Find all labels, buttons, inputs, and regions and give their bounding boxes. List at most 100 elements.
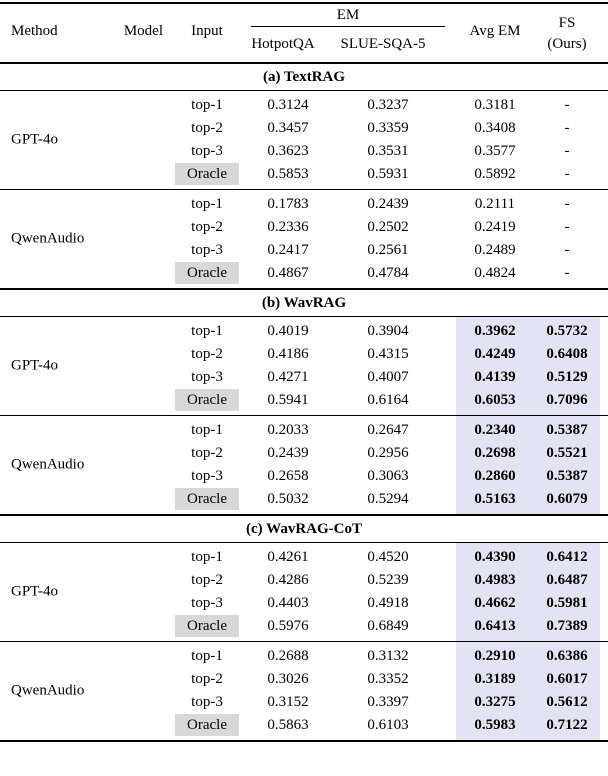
col-header-em-group: EM HotpotQA SLUE-SQA-5 bbox=[246, 4, 446, 62]
em-slue-sqa5-cell: 0.5239 bbox=[367, 572, 409, 588]
avg-em-cell: 0.6413 bbox=[474, 618, 516, 634]
oracle-highlight: Oracle bbox=[175, 714, 239, 736]
em-slue-sqa5-cell: 0.3904 bbox=[367, 323, 409, 339]
col-header-em: EM bbox=[251, 4, 445, 27]
em-hotpotqa-cell: 0.5853 bbox=[267, 166, 309, 182]
col-header-method: Method bbox=[11, 22, 58, 39]
fs-score-cell: 0.5981 bbox=[546, 595, 588, 611]
input-label: top-3 bbox=[191, 369, 223, 385]
fs-score-cell: 0.6408 bbox=[546, 346, 588, 362]
em-hotpotqa-cell: 0.4867 bbox=[267, 265, 309, 281]
em-hotpotqa-cell: 0.4286 bbox=[267, 572, 309, 588]
input-type-cell: top-3 bbox=[168, 366, 246, 389]
table-row: top-2 0.2439 0.2956 0.2698 0.5521 bbox=[0, 442, 608, 465]
em-slue-sqa5-cell: 0.2502 bbox=[367, 219, 409, 235]
input-type-cell: Oracle bbox=[168, 262, 246, 285]
input-label: top-3 bbox=[191, 242, 223, 258]
model-label: QwenAudio bbox=[11, 682, 85, 699]
table-row: Oracle 0.5853 0.5931 0.5892 - bbox=[0, 163, 608, 186]
em-slue-sqa5-cell: 0.2439 bbox=[367, 196, 409, 212]
model-label: QwenAudio bbox=[11, 230, 85, 247]
oracle-highlight: Oracle bbox=[175, 163, 239, 185]
input-label: top-3 bbox=[191, 595, 223, 611]
em-slue-sqa5-cell: 0.6164 bbox=[367, 392, 409, 408]
input-type-cell: top-2 bbox=[168, 216, 246, 239]
table-row: top-2 0.2336 0.2502 0.2419 - bbox=[0, 216, 608, 239]
avg-em-cell: 0.2910 bbox=[474, 648, 516, 664]
avg-em-cell: 0.5163 bbox=[474, 491, 516, 507]
table-body: (a) TextRAG GPT-4o top-1 0.3124 0.3237 0.3181… bbox=[0, 62, 608, 740]
input-label: top-1 bbox=[191, 323, 223, 339]
fs-score-cell: - bbox=[564, 242, 570, 258]
em-slue-sqa5-cell: 0.4520 bbox=[367, 549, 409, 565]
em-slue-sqa5-cell: 0.2561 bbox=[367, 242, 409, 258]
em-hotpotqa-cell: 0.3623 bbox=[267, 143, 309, 159]
em-hotpotqa-cell: 0.3152 bbox=[267, 694, 309, 710]
table-header-row: Method Model Input EM HotpotQA SLUE-SQA-… bbox=[0, 4, 608, 62]
table-bottom-rule bbox=[0, 740, 608, 742]
col-header-fs-ours: FS (Ours) bbox=[534, 4, 600, 62]
avg-em-cell: 0.3181 bbox=[474, 97, 516, 113]
table-row: top-1 0.4261 0.4520 0.4390 0.6412 bbox=[0, 546, 608, 569]
model-label: GPT-4o bbox=[11, 131, 58, 148]
section-title: (a) TextRAG bbox=[0, 62, 608, 91]
fs-score-cell: - bbox=[564, 97, 570, 113]
input-type-cell: top-2 bbox=[168, 668, 246, 691]
em-slue-sqa5-cell: 0.4918 bbox=[367, 595, 409, 611]
input-type-cell: top-2 bbox=[168, 569, 246, 592]
fs-score-cell: - bbox=[564, 219, 570, 235]
avg-em-cell: 0.4390 bbox=[474, 549, 516, 565]
table-row: top-2 0.4286 0.5239 0.4983 0.6487 bbox=[0, 569, 608, 592]
input-type-cell: top-1 bbox=[168, 645, 246, 668]
em-hotpotqa-cell: 0.2439 bbox=[267, 445, 309, 461]
table-row: top-2 0.3457 0.3359 0.3408 - bbox=[0, 117, 608, 140]
fs-score-cell: 0.5387 bbox=[546, 468, 588, 484]
input-label: top-2 bbox=[191, 120, 223, 136]
fs-score-cell: 0.6079 bbox=[546, 491, 588, 507]
em-slue-sqa5-cell: 0.5294 bbox=[367, 491, 409, 507]
avg-em-cell: 0.3577 bbox=[474, 143, 516, 159]
em-hotpotqa-cell: 0.3026 bbox=[267, 671, 309, 687]
em-slue-sqa5-cell: 0.3531 bbox=[367, 143, 409, 159]
table-section: (b) WavRAG GPT-4o top-1 0.4019 0.3904 0.3962 0… bbox=[0, 288, 608, 514]
fs-score-cell: 0.6487 bbox=[546, 572, 588, 588]
model-row-group: QwenAudio top-1 0.1783 0.2439 0.2111 - top-2 0.… bbox=[0, 189, 608, 288]
table-row: top-1 0.2688 0.3132 0.2910 0.6386 bbox=[0, 645, 608, 668]
model-label: GPT-4o bbox=[11, 583, 58, 600]
fs-score-cell: 0.5521 bbox=[546, 445, 588, 461]
input-label: top-3 bbox=[191, 694, 223, 710]
em-hotpotqa-cell: 0.2688 bbox=[267, 648, 309, 664]
em-slue-sqa5-cell: 0.5931 bbox=[367, 166, 409, 182]
em-hotpotqa-cell: 0.4271 bbox=[267, 369, 309, 385]
input-type-cell: Oracle bbox=[168, 389, 246, 412]
fs-score-cell: 0.7389 bbox=[546, 618, 588, 634]
avg-em-cell: 0.2111 bbox=[474, 196, 516, 212]
input-type-cell: top-1 bbox=[168, 94, 246, 117]
em-slue-sqa5-cell: 0.4315 bbox=[367, 346, 409, 362]
em-hotpotqa-cell: 0.2336 bbox=[267, 219, 309, 235]
input-type-cell: top-3 bbox=[168, 691, 246, 714]
fs-score-cell: 0.5387 bbox=[546, 422, 588, 438]
table-row: top-1 0.4019 0.3904 0.3962 0.5732 bbox=[0, 320, 608, 343]
table-row: top-2 0.3026 0.3352 0.3189 0.6017 bbox=[0, 668, 608, 691]
avg-em-cell: 0.4139 bbox=[474, 369, 516, 385]
em-slue-sqa5-cell: 0.4784 bbox=[367, 265, 409, 281]
fs-score-cell: 0.7096 bbox=[546, 392, 588, 408]
avg-em-cell: 0.4983 bbox=[474, 572, 516, 588]
fs-score-cell: - bbox=[564, 166, 570, 182]
oracle-highlight: Oracle bbox=[175, 389, 239, 411]
em-hotpotqa-cell: 0.4186 bbox=[267, 346, 309, 362]
table-row: top-3 0.3623 0.3531 0.3577 - bbox=[0, 140, 608, 163]
em-slue-sqa5-cell: 0.3132 bbox=[367, 648, 409, 664]
table-section: (c) WavRAG-CoT GPT-4o top-1 0.4261 0.4520 0.4… bbox=[0, 514, 608, 740]
table-row: top-2 0.4186 0.4315 0.4249 0.6408 bbox=[0, 343, 608, 366]
avg-em-cell: 0.2860 bbox=[474, 468, 516, 484]
input-label: top-2 bbox=[191, 219, 223, 235]
model-label: QwenAudio bbox=[11, 456, 85, 473]
em-slue-sqa5-cell: 0.4007 bbox=[367, 369, 409, 385]
table-row: top-1 0.2033 0.2647 0.2340 0.5387 bbox=[0, 419, 608, 442]
input-label: top-2 bbox=[191, 346, 223, 362]
oracle-highlight: Oracle bbox=[175, 615, 239, 637]
fs-score-cell: 0.5612 bbox=[546, 694, 588, 710]
input-type-cell: top-1 bbox=[168, 193, 246, 216]
